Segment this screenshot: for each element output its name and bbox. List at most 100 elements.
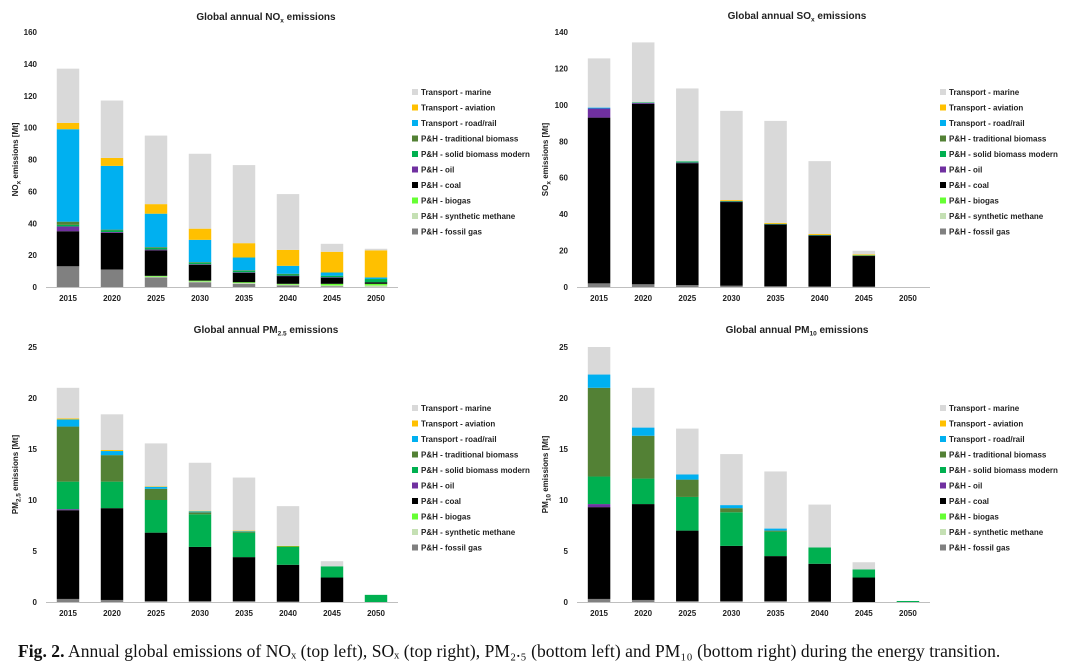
legend-label: Transport - road/rail <box>949 435 1025 444</box>
bar-segment-transport-aviation-2020 <box>100 157 124 166</box>
x-tick-label: 2025 <box>678 609 696 618</box>
legend-label: P&H - biogas <box>421 513 471 522</box>
bar-segment-p-h-coal-2045 <box>852 255 876 287</box>
legend-swatch <box>940 89 946 95</box>
bar-segment-transport-aviation-2045 <box>320 251 344 273</box>
bar-segment-p-h-biogas-2040 <box>276 283 300 285</box>
bar-segment-p-h-solid-biomass-modern-2020 <box>100 230 124 233</box>
y-tick-label: 0 <box>564 283 569 292</box>
x-tick-label: 2015 <box>59 294 77 303</box>
bar-segment-p-h-oil-2015 <box>56 226 80 232</box>
x-tick-label: 2040 <box>279 609 297 618</box>
bar-segment-p-h-solid-biomass-modern-2025 <box>144 247 168 250</box>
legend-swatch <box>940 166 946 173</box>
legend-label: P&H - solid biomass modern <box>421 150 530 159</box>
bar-segment-p-h-solid-biomass-modern-2030 <box>720 201 743 202</box>
bar-segment-p-h-synthetic-methane-2050 <box>364 285 388 287</box>
bar-segment-transport-marine-2015 <box>587 347 611 375</box>
bar-segment-p-h-coal-2040 <box>808 235 831 287</box>
y-tick-label: 0 <box>33 283 38 292</box>
legend-swatch <box>412 135 418 142</box>
legend-swatch <box>412 451 418 458</box>
bar-segment-p-h-fossil-gas-2015 <box>56 266 80 287</box>
chart-title: Global annual SOx emissions <box>728 11 867 24</box>
y-tick-label: 100 <box>555 101 569 110</box>
bar-segment-p-h-synthetic-methane-2040 <box>276 284 300 286</box>
bar-segment-p-h-solid-biomass-modern-2020 <box>631 102 655 104</box>
legend-label: P&H - traditional biomass <box>949 135 1047 144</box>
legend-swatch <box>940 228 946 235</box>
bar-segment-transport-road-rail-2025 <box>144 213 168 248</box>
legend-label: Transport - marine <box>421 88 492 97</box>
bar-segment-p-h-coal-2045 <box>852 577 876 602</box>
bar-segment-p-h-traditional-biomass-2020 <box>631 435 655 479</box>
bar-segment-transport-road-rail-2020 <box>100 451 124 456</box>
chart-title-tail: emissions <box>284 12 336 23</box>
bar-segment-p-h-oil-2020 <box>100 232 124 233</box>
bar-segment-p-h-fossil-gas-2025 <box>144 600 168 602</box>
y-axis-label-tail: emissions [Mt] <box>11 435 20 494</box>
bar-segment-transport-road-rail-2030 <box>720 505 743 509</box>
bar-segment-transport-marine-2020 <box>631 42 655 103</box>
legend-swatch <box>940 151 946 157</box>
y-tick-label: 5 <box>33 547 38 556</box>
bar-segment-p-h-coal-2015 <box>56 510 80 599</box>
bar-segment-p-h-coal-2020 <box>631 504 655 600</box>
bar-segment-p-h-traditional-biomass-2035 <box>232 531 256 533</box>
legend: Transport - marine Transport - aviation Tr… <box>940 404 1058 553</box>
bar-segment-p-h-biogas-2025 <box>144 275 168 277</box>
bar-segment-transport-road-rail-2025 <box>676 474 699 480</box>
y-axis-label: NOx emissions [Mt] <box>11 122 23 196</box>
legend-swatch <box>412 213 418 219</box>
bar-segment-p-h-coal-2045 <box>320 577 344 602</box>
bar-segment-p-h-fossil-gas-2025 <box>676 285 699 287</box>
y-tick-label: 0 <box>33 598 38 607</box>
legend-swatch <box>940 498 946 504</box>
x-tick-label: 2020 <box>103 294 121 303</box>
bar-segment-p-h-fossil-gas-2030 <box>188 600 212 602</box>
x-tick-label: 2020 <box>634 294 652 303</box>
y-tick-label: 15 <box>28 445 37 454</box>
y-tick-label: 20 <box>559 247 568 256</box>
x-tick-label: 2035 <box>235 294 253 303</box>
bar-segment-p-h-fossil-gas-2020 <box>100 269 124 287</box>
bar-segment-p-h-oil-2025 <box>144 249 168 251</box>
bar-segment-p-h-traditional-biomass-2015 <box>587 387 611 477</box>
legend-swatch <box>412 482 418 489</box>
bar-segment-p-h-fossil-gas-2045 <box>320 286 344 287</box>
chart-title: Global annual PM2.5 emissions <box>194 325 339 338</box>
y-axis-label-sub: x <box>546 181 553 185</box>
legend-swatch <box>940 529 946 535</box>
y-tick-label: 20 <box>28 394 37 403</box>
legend-label: P&H - traditional biomass <box>421 451 519 460</box>
y-tick-label: 25 <box>559 343 568 352</box>
bar-segment-p-h-solid-biomass-modern-2045 <box>320 566 344 578</box>
chart-title-main: Global annual NO <box>196 12 280 23</box>
bar-segment-p-h-coal-2040 <box>808 563 831 602</box>
bar-segment-p-h-oil-2015 <box>56 509 80 511</box>
bar-segment-p-h-fossil-gas-2035 <box>764 600 787 602</box>
bar-segment-p-h-fossil-gas-2015 <box>587 598 611 602</box>
bar-segment-p-h-coal-2035 <box>764 224 787 287</box>
y-axis-label-main: NO <box>11 184 20 196</box>
bar-segment-transport-marine-2030 <box>720 454 743 506</box>
bar-segment-transport-aviation-2040 <box>808 234 831 235</box>
bar-segment-transport-marine-2045 <box>320 561 344 567</box>
bar-segment-transport-aviation-2035 <box>232 243 256 258</box>
x-tick-label: 2035 <box>767 609 785 618</box>
bar-segment-p-h-oil-2015 <box>587 108 611 118</box>
bar-segment-transport-road-rail-2050 <box>364 277 388 280</box>
bar-segment-p-h-coal-2025 <box>676 163 699 286</box>
legend-label: P&H - synthetic methane <box>949 528 1044 537</box>
figure-caption: Fig. 2. Annual global emissions of NOₓ (… <box>18 641 1068 662</box>
legend-swatch <box>412 420 418 427</box>
legend-label: Transport - marine <box>949 88 1020 97</box>
x-tick-label: 2040 <box>811 294 829 303</box>
y-tick-label: 120 <box>555 64 569 73</box>
bar-segment-transport-marine-2030 <box>188 153 212 229</box>
bar-segment-p-h-fossil-gas-2030 <box>720 285 743 287</box>
x-tick-label: 2040 <box>279 294 297 303</box>
bar-segment-transport-marine-2025 <box>676 88 699 162</box>
legend-label: P&H - biogas <box>949 513 999 522</box>
